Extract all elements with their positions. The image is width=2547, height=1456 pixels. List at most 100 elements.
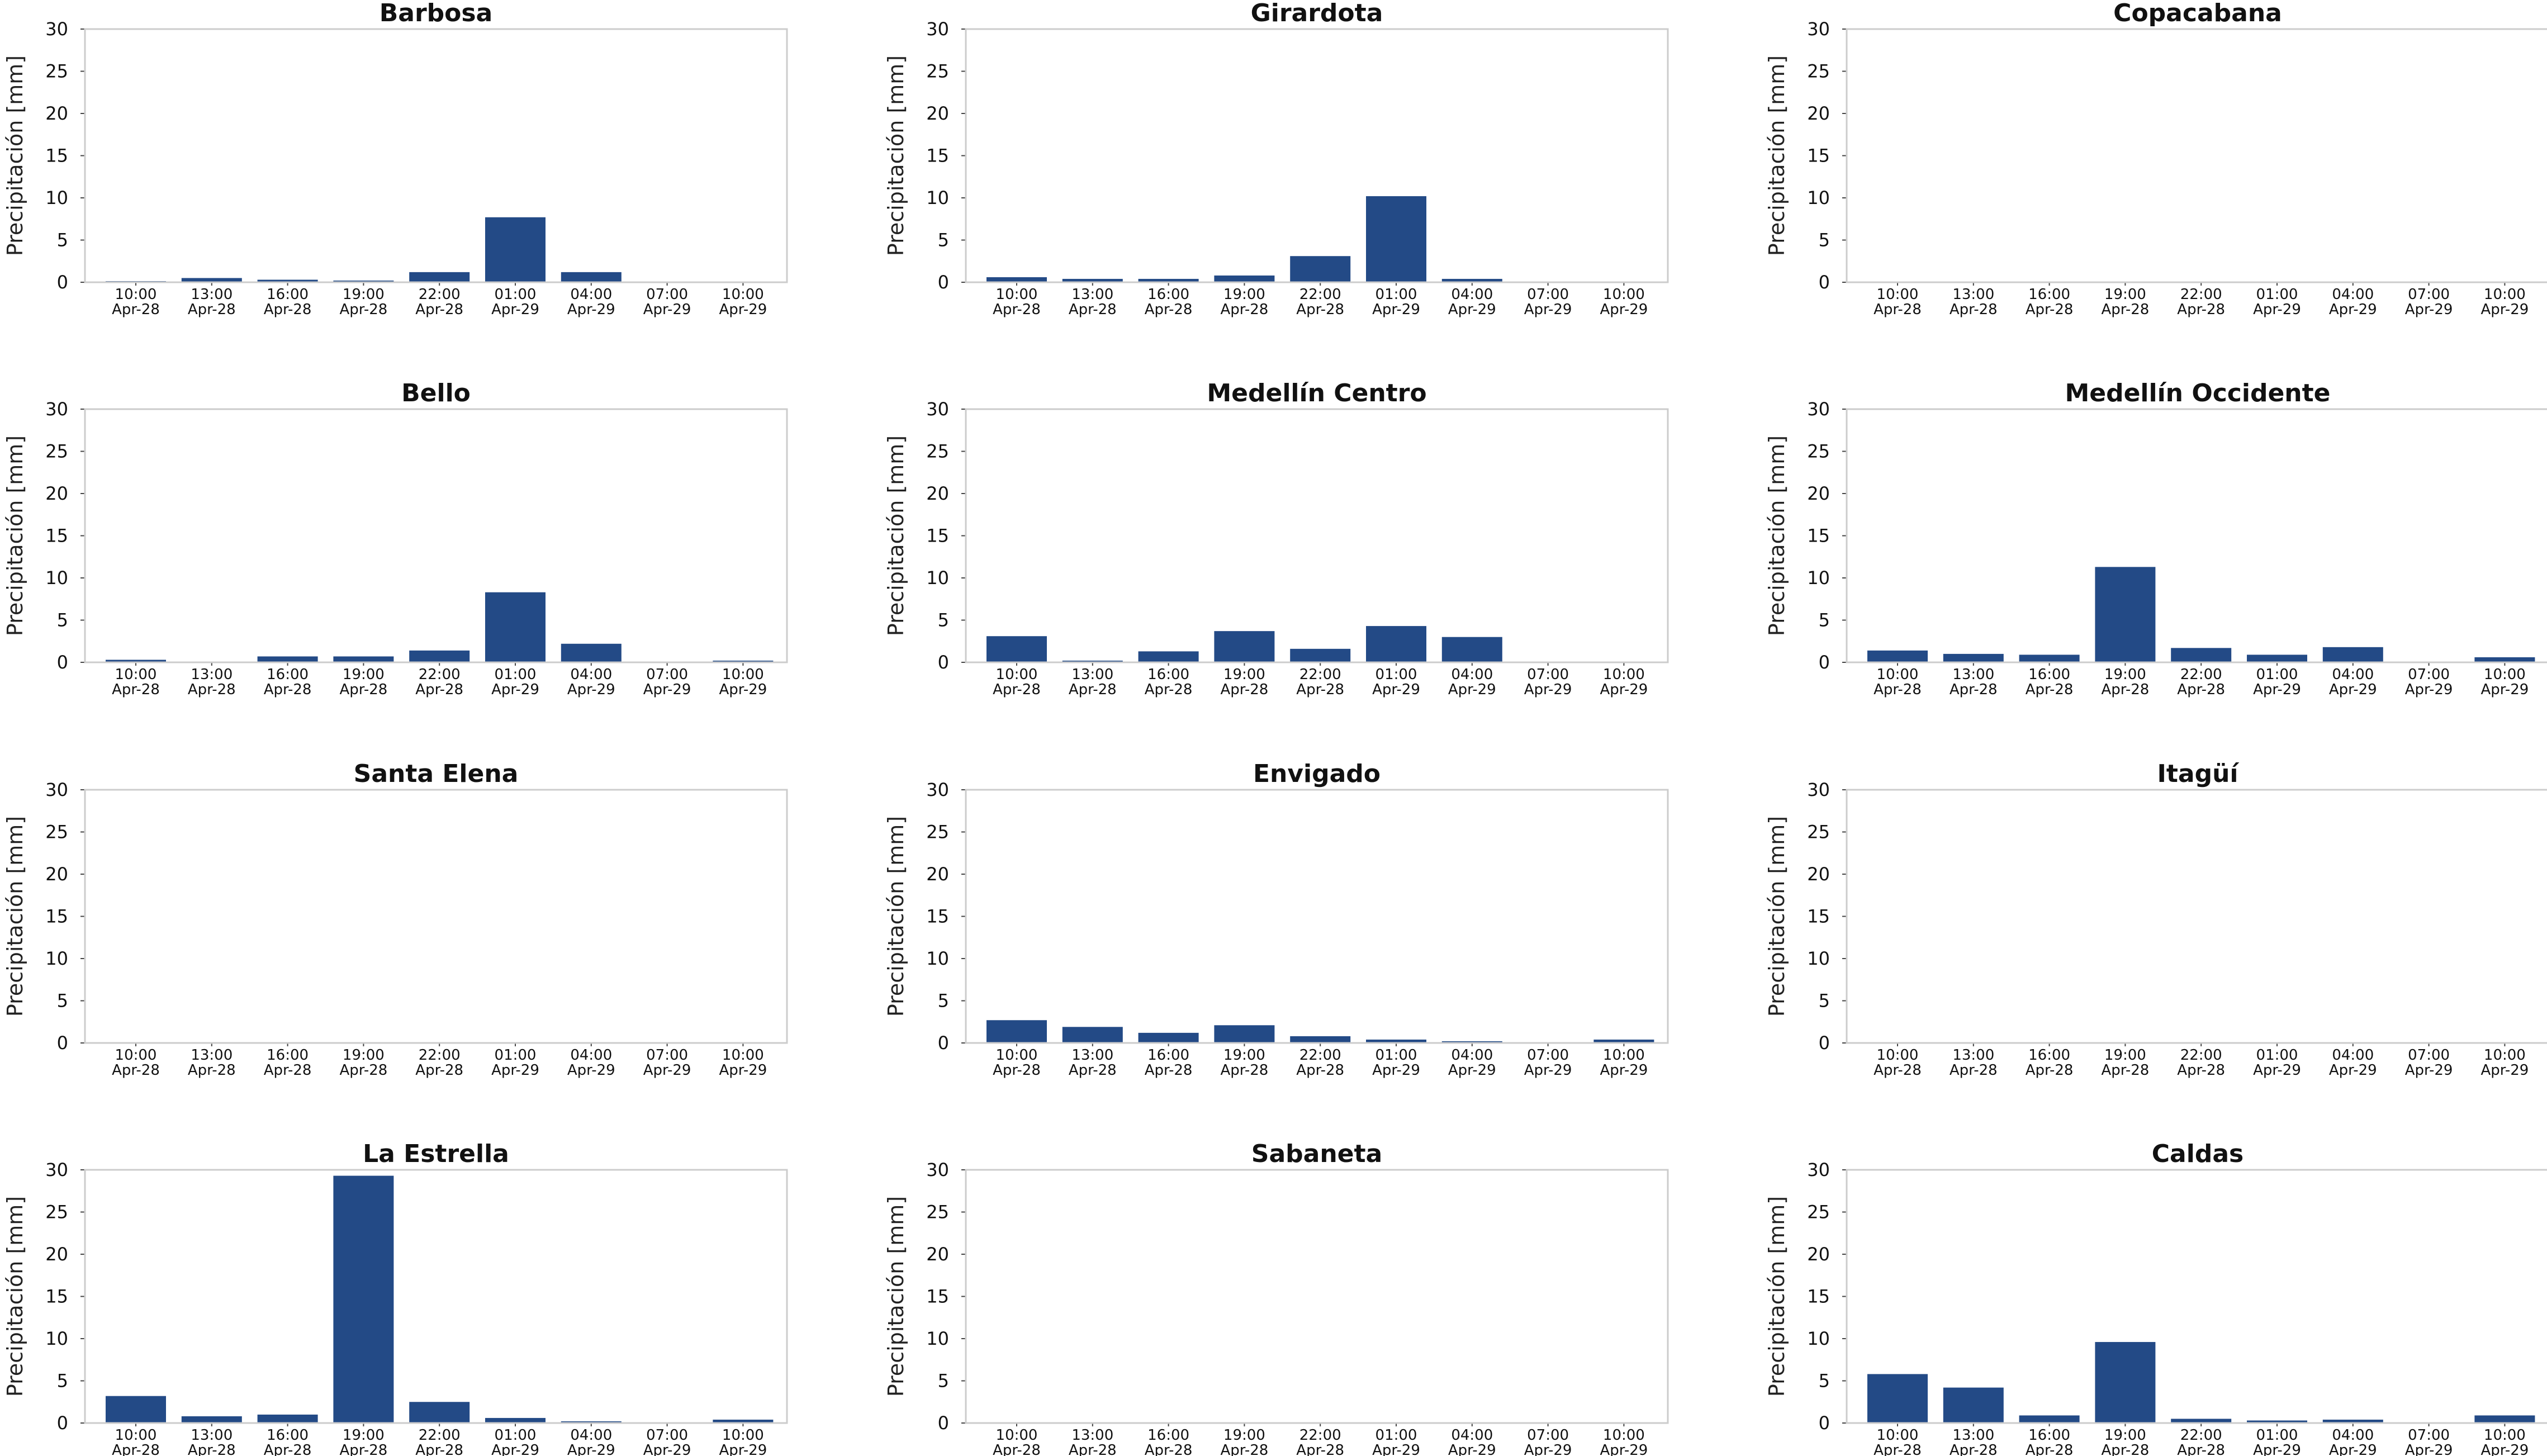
x-tick-label: 07:00 Apr-29 bbox=[643, 1047, 691, 1079]
y-tick-label: 20 bbox=[45, 103, 68, 124]
plot-frame bbox=[1846, 789, 2547, 1044]
x-tick-label: 01:00 Apr-29 bbox=[1372, 666, 1420, 698]
y-tick-label: 30 bbox=[45, 779, 68, 800]
x-tick-label: 10:00 Apr-29 bbox=[719, 666, 767, 698]
panel-title: Santa Elena bbox=[354, 760, 519, 788]
station-panel: Itagüí Precipitación [mm] 0 5 10 15 20 25 30 10:0… bbox=[1765, 760, 2547, 1079]
bar bbox=[2019, 655, 2080, 662]
y-tick-label: 5 bbox=[57, 230, 68, 251]
bar bbox=[1366, 196, 1426, 282]
x-tick-label: 22:00 Apr-28 bbox=[415, 286, 463, 318]
x-tick-label: 10:00 Apr-28 bbox=[993, 666, 1041, 698]
station-panel: Barbosa Precipitación [mm] 0 5 10 15 20 25 30 10:… bbox=[3, 0, 788, 318]
x-tick-label: 10:00 Apr-28 bbox=[993, 1047, 1041, 1079]
panel-title: La Estrella bbox=[363, 1140, 509, 1168]
x-tick-label: 10:00 Apr-29 bbox=[1600, 1427, 1648, 1456]
x-tick-label: 04:00 Apr-29 bbox=[567, 286, 615, 318]
bar bbox=[986, 277, 1047, 282]
x-tick-label: 07:00 Apr-29 bbox=[1524, 666, 1572, 698]
x-tick-label: 10:00 Apr-28 bbox=[1874, 286, 1922, 318]
x-tick-label: 19:00 Apr-28 bbox=[340, 1427, 388, 1456]
station-panel: Girardota Precipitación [mm] 0 5 10 15 20 25 30 1… bbox=[884, 0, 1669, 318]
bar bbox=[106, 1396, 166, 1423]
y-tick-label: 15 bbox=[1807, 145, 1830, 167]
y-tick-label: 10 bbox=[45, 567, 68, 589]
x-tick-label: 04:00 Apr-29 bbox=[567, 1427, 615, 1456]
x-tick-label: 10:00 Apr-28 bbox=[112, 1047, 160, 1079]
station-panel: Medellín Occidente Precipitación [mm] 0 5 10… bbox=[1765, 379, 2547, 698]
y-tick-label: 25 bbox=[926, 61, 949, 82]
y-tick-label: 15 bbox=[45, 906, 68, 927]
x-tick-label: 13:00 Apr-28 bbox=[1069, 1047, 1117, 1079]
y-tick-label: 20 bbox=[1807, 103, 1830, 124]
x-tick-label: 04:00 Apr-29 bbox=[1448, 286, 1496, 318]
y-tick-label: 5 bbox=[57, 610, 68, 631]
bar bbox=[257, 1414, 318, 1423]
bar bbox=[1214, 275, 1275, 282]
x-tick-label: 10:00 Apr-28 bbox=[993, 286, 1041, 318]
y-tick-label: 15 bbox=[926, 525, 949, 547]
bar bbox=[561, 1421, 622, 1423]
bar bbox=[2095, 567, 2156, 662]
x-tick-label: 04:00 Apr-29 bbox=[567, 1047, 615, 1079]
x-tick-label: 13:00 Apr-28 bbox=[1950, 1047, 1998, 1079]
y-tick-label: 20 bbox=[1807, 483, 1830, 504]
x-tick-label: 07:00 Apr-29 bbox=[2405, 286, 2453, 318]
plot-frame bbox=[84, 789, 788, 1044]
y-tick-label: 5 bbox=[938, 610, 949, 631]
x-tick-label: 22:00 Apr-28 bbox=[2177, 1427, 2225, 1456]
bar bbox=[1943, 653, 2004, 662]
y-tick-label: 30 bbox=[1807, 1159, 1830, 1180]
y-tick-label: 15 bbox=[926, 145, 949, 167]
plot-frame bbox=[965, 408, 1669, 663]
x-tick-label: 16:00 Apr-28 bbox=[264, 1427, 312, 1456]
plot-frame bbox=[965, 1169, 1669, 1424]
y-axis-label: Precipitación [mm] bbox=[1765, 816, 1789, 1017]
y-tick-label: 20 bbox=[45, 864, 68, 885]
y-tick-label: 5 bbox=[1819, 990, 1830, 1012]
bar bbox=[2247, 1420, 2307, 1423]
bar bbox=[1867, 650, 1928, 662]
x-tick-label: 07:00 Apr-29 bbox=[1524, 1427, 1572, 1456]
y-tick-label: 25 bbox=[926, 1202, 949, 1223]
x-tick-label: 10:00 Apr-29 bbox=[719, 286, 767, 318]
y-tick-label: 10 bbox=[45, 1328, 68, 1349]
bar bbox=[561, 272, 622, 282]
y-tick-label: 0 bbox=[57, 1412, 68, 1434]
bar bbox=[2095, 1342, 2156, 1423]
x-tick-label: 04:00 Apr-29 bbox=[2329, 1047, 2377, 1079]
x-tick-label: 07:00 Apr-29 bbox=[643, 1427, 691, 1456]
bar bbox=[1593, 1039, 1654, 1043]
bar bbox=[333, 1175, 394, 1423]
y-tick-label: 25 bbox=[1807, 441, 1830, 462]
x-tick-label: 16:00 Apr-28 bbox=[2026, 1427, 2074, 1456]
bar bbox=[1062, 660, 1123, 662]
x-tick-label: 13:00 Apr-28 bbox=[1069, 286, 1117, 318]
x-tick-label: 01:00 Apr-29 bbox=[2253, 286, 2301, 318]
x-tick-label: 01:00 Apr-29 bbox=[1372, 1047, 1420, 1079]
y-tick-label: 15 bbox=[45, 145, 68, 167]
x-tick-label: 16:00 Apr-28 bbox=[264, 286, 312, 318]
y-tick-label: 20 bbox=[926, 864, 949, 885]
x-tick-label: 22:00 Apr-28 bbox=[1296, 1047, 1344, 1079]
x-tick-label: 16:00 Apr-28 bbox=[1145, 286, 1193, 318]
bar bbox=[409, 272, 470, 282]
bar bbox=[2322, 1419, 2383, 1423]
station-panel: Santa Elena Precipitación [mm] 0 5 10 15 20 25 3… bbox=[3, 760, 788, 1079]
y-tick-label: 20 bbox=[926, 483, 949, 504]
x-tick-label: 04:00 Apr-29 bbox=[567, 666, 615, 698]
y-tick-label: 20 bbox=[926, 1244, 949, 1265]
y-tick-label: 0 bbox=[57, 652, 68, 673]
y-tick-label: 15 bbox=[926, 1286, 949, 1307]
bar bbox=[257, 279, 318, 282]
x-tick-label: 22:00 Apr-28 bbox=[415, 666, 463, 698]
y-tick-label: 10 bbox=[926, 187, 949, 208]
x-tick-label: 10:00 Apr-28 bbox=[993, 1427, 1041, 1456]
panel-title: Bello bbox=[401, 379, 471, 407]
y-tick-label: 5 bbox=[57, 1370, 68, 1392]
station-panel: Envigado Precipitación [mm] 0 5 10 15 20 25 30 10… bbox=[884, 760, 1669, 1079]
panel-title: Girardota bbox=[1251, 0, 1383, 27]
bar bbox=[1441, 1041, 1502, 1043]
x-tick-label: 22:00 Apr-28 bbox=[1296, 666, 1344, 698]
